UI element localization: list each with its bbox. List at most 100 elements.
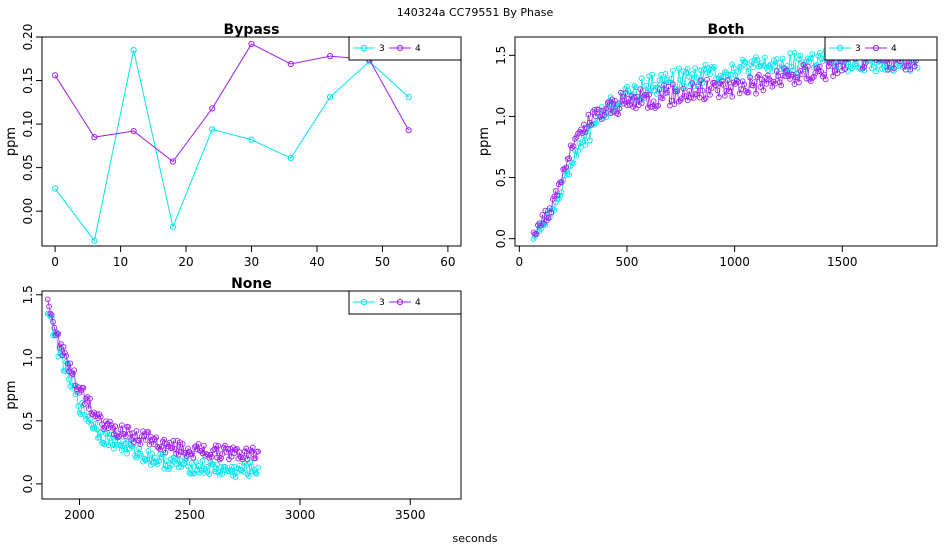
series-3-point [693, 74, 700, 81]
series-4-point [136, 437, 142, 444]
series-4-point [115, 434, 121, 441]
series-3-point [655, 84, 661, 91]
series-4-point [206, 454, 213, 461]
series-4-point [886, 60, 893, 67]
legend-label: 4 [415, 298, 421, 308]
legend-label: 3 [379, 298, 385, 308]
series-4-point [776, 79, 783, 86]
series-4-point [83, 395, 89, 402]
series-4-point [799, 71, 805, 78]
series-3-point [563, 167, 569, 174]
series-3-point [209, 126, 216, 133]
series-3-point [668, 75, 675, 82]
series-4-point [674, 88, 681, 95]
series-4-point [687, 94, 694, 101]
series-4-point [698, 77, 704, 84]
series-4-point [558, 179, 565, 186]
series-4-point [885, 67, 891, 73]
y-tick-label: 1.5 [21, 285, 35, 304]
series-4-point [598, 116, 605, 122]
legend-swatch-point [396, 44, 404, 52]
series-4-point [533, 231, 540, 237]
series-4-point [158, 443, 165, 450]
series-4-point [812, 70, 819, 76]
x-tick-label: 20 [178, 255, 193, 269]
series-3-point [216, 472, 223, 478]
series-3-point [193, 459, 199, 465]
series-3-point [145, 448, 152, 454]
series-3-line [533, 49, 919, 240]
legend-label: 3 [379, 44, 385, 54]
x-tick-label: 60 [440, 255, 455, 269]
series-3-point [111, 445, 117, 452]
series-4-point [169, 158, 177, 165]
series-4-point [631, 94, 638, 101]
series-3-point [91, 237, 98, 244]
series-4-point [55, 330, 62, 337]
series-4-point [810, 73, 817, 80]
series-3-point [248, 136, 255, 143]
y-tick-label: 0.00 [21, 198, 35, 225]
series-4-point [716, 94, 722, 101]
series-4-point [249, 444, 256, 451]
series-4-point [236, 449, 243, 455]
series-3-point [156, 458, 162, 465]
series-3-point [161, 465, 168, 472]
series-4-point [195, 441, 202, 447]
series-3-point [103, 431, 109, 437]
series-4-point [145, 429, 152, 435]
series-4-point [548, 209, 555, 216]
series-3-point [698, 67, 704, 74]
panel-bypass: Bypass ppm 0 10 20 30 40 50 60 0.00 0.05 0.10 0.15 0.… [4, 22, 462, 269]
legend-label: 4 [415, 44, 421, 54]
series-4-point [607, 110, 614, 116]
series-3-point [773, 56, 780, 63]
series-3-point [248, 463, 255, 470]
series-3-point [848, 63, 854, 70]
y-tick-label: 0.20 [21, 24, 35, 51]
series-3-point [169, 223, 177, 230]
series-4-point [539, 211, 546, 218]
series-4-point [91, 134, 98, 141]
series-4-point [822, 76, 829, 83]
series-3-point [222, 463, 228, 470]
series-4-point [107, 418, 113, 425]
series-4-point [907, 66, 914, 73]
series-3-point [101, 441, 108, 448]
series-4-point [708, 85, 715, 91]
series-3-point [779, 55, 786, 62]
series-3-point [240, 468, 247, 475]
series-4-point [563, 164, 569, 171]
legend-swatch-point [360, 298, 368, 306]
series-4-point [729, 93, 736, 100]
series-4-point [759, 76, 765, 83]
legend-swatch-point [872, 44, 880, 52]
series-3-point [579, 139, 586, 145]
series-4-point [581, 121, 587, 128]
series-4-point [695, 83, 701, 90]
series-4-point [190, 454, 197, 461]
series-3-point [858, 66, 865, 73]
series-4-point [51, 324, 58, 331]
series-3-point [255, 464, 261, 471]
series-3-point [566, 171, 572, 178]
series-3-point [751, 57, 758, 64]
series-4-point [650, 98, 657, 105]
series-4-point [757, 84, 764, 90]
series-4-point [807, 78, 814, 85]
series-3-point [772, 63, 779, 69]
series-3-point [109, 442, 116, 448]
series-3-point [189, 460, 195, 466]
series-4-point [693, 91, 700, 98]
series-3-point [124, 450, 130, 457]
series-4-point [839, 67, 845, 74]
series-3-point [51, 185, 59, 192]
series-4-point [796, 79, 802, 86]
series-4-point [46, 303, 52, 310]
series-3-point [118, 447, 125, 454]
series-4-point [578, 126, 584, 133]
series-3-point [711, 64, 718, 70]
series-3-point [868, 65, 875, 72]
